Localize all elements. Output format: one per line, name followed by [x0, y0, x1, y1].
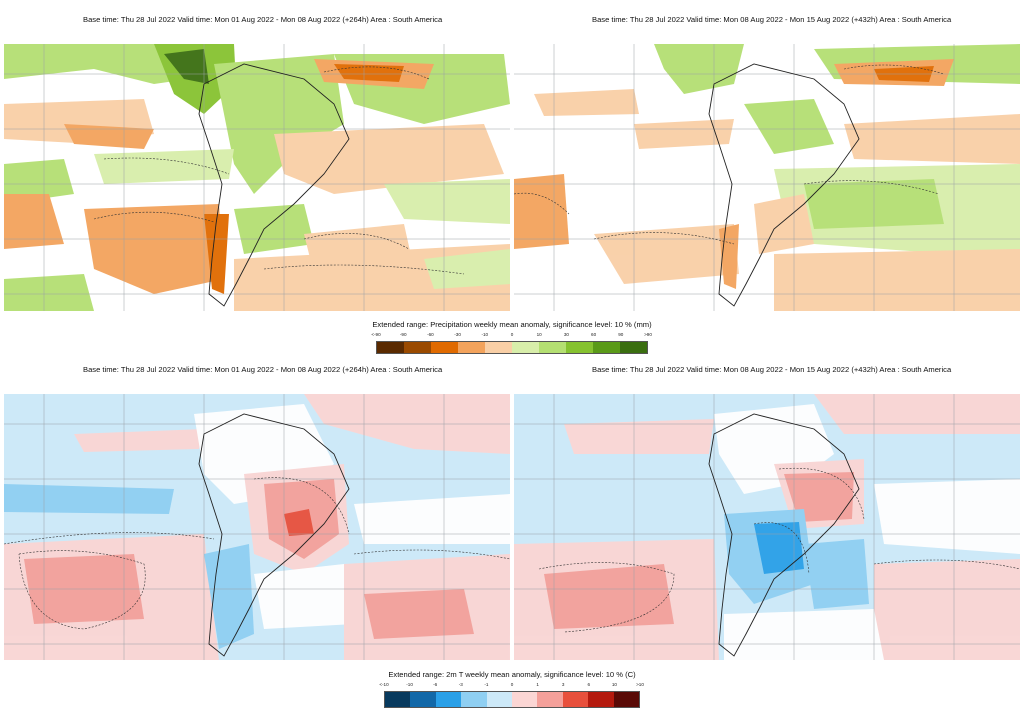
precip-legend-title: Extended range: Precipitation weekly mea… — [372, 320, 652, 329]
precip_legend-tick-label: -10 — [481, 332, 489, 337]
precip-legend: Extended range: Precipitation weekly mea… — [0, 320, 1024, 354]
coastline — [708, 413, 860, 657]
temp_legend-tick-label: 3 — [561, 682, 565, 687]
precip_legend-color-swatch — [539, 342, 566, 353]
precip_legend-tick-label: 60 — [591, 332, 597, 337]
temp_legend-color-swatch — [435, 692, 462, 707]
precip_legend-tick-label: 90 — [618, 332, 624, 337]
temp_legend-tick-label: 6 — [587, 682, 591, 687]
precip_legend-color-swatch — [593, 342, 620, 353]
precip_legend-color-swatch — [431, 342, 458, 353]
precip_legend-color-swatch — [458, 342, 485, 353]
precip_legend-tick-label: -90 — [399, 332, 407, 337]
panel-title-precip-week1: Base time: Thu 28 Jul 2022 Valid time: M… — [83, 15, 443, 24]
precip-legend-ticks: <-90 -90 -60 -30 -10 0 10 30 60 90 >90 — [371, 332, 652, 341]
panel-title-precip-week2: Base time: Thu 28 Jul 2022 Valid time: M… — [592, 15, 952, 24]
coastline — [198, 63, 350, 307]
precip_legend-color-swatch — [377, 342, 404, 353]
temp_legend-tick-label: -10 — [406, 682, 413, 687]
precip_legend-tick-label: -60 — [427, 332, 434, 337]
temp_legend-color-swatch — [537, 692, 563, 707]
panel-title-temp-week1: Base time: Thu 28 Jul 2022 Valid time: M… — [83, 365, 443, 374]
temp-legend-ticks: <-10 -10 -6 -3 -1 0 1 3 6 10 >10 — [379, 682, 644, 691]
precip_legend-color-swatch — [620, 342, 647, 353]
temp_legend-tick-label: 1 — [536, 682, 539, 687]
map-temp-week2 — [514, 394, 1020, 660]
temp_legend-color-swatch — [410, 692, 436, 707]
temp_legend-color-swatch — [461, 692, 487, 707]
temp_legend-tick-label: <-10 — [379, 682, 389, 687]
coastline — [198, 413, 350, 657]
precip_legend-tick-label: >90 — [644, 332, 652, 337]
temp_legend-tick-label: 0 — [510, 682, 514, 687]
temp-legend: Extended range: 2m T weekly mean anomaly… — [0, 670, 1024, 708]
temp_legend-tick-label: -3 — [458, 682, 463, 687]
panel-title-temp-week2: Base time: Thu 28 Jul 2022 Valid time: M… — [592, 365, 952, 374]
temp_legend-color-swatch — [562, 692, 589, 707]
precip_legend-color-swatch — [566, 342, 593, 353]
temp_legend-color-swatch — [486, 692, 513, 707]
temp_legend-color-swatch — [385, 692, 411, 707]
precip_legend-tick-label: <-90 — [371, 332, 381, 337]
precip_legend-tick-label: 30 — [563, 332, 569, 337]
temp_legend-tick-label: -1 — [484, 682, 489, 687]
temp-legend-title: Extended range: 2m T weekly mean anomaly… — [388, 670, 636, 679]
temp_legend-color-swatch — [512, 692, 538, 707]
coastline — [708, 63, 860, 307]
precip-legend-bar — [376, 341, 648, 354]
temp_legend-tick-label: 10 — [611, 682, 617, 687]
map-precip-week2 — [514, 44, 1020, 311]
precip_legend-color-swatch — [485, 342, 512, 353]
map-precip-week1 — [4, 44, 510, 311]
temp_legend-color-swatch — [588, 692, 614, 707]
temp_legend-color-swatch — [613, 692, 640, 707]
temp-legend-bar — [384, 691, 640, 708]
precip_legend-color-swatch — [404, 342, 431, 353]
precip_legend-tick-label: -30 — [454, 332, 461, 337]
temp-anomaly-field — [514, 394, 1020, 660]
precip_legend-tick-label: 0 — [510, 332, 514, 337]
temp_legend-tick-label: -6 — [433, 682, 438, 687]
precip-anomaly-field — [4, 44, 510, 311]
precip_legend-color-swatch — [512, 342, 539, 353]
precip_legend-tick-label: 10 — [536, 332, 542, 337]
temp_legend-tick-label: >10 — [636, 682, 644, 687]
map-temp-week1 — [4, 394, 510, 660]
